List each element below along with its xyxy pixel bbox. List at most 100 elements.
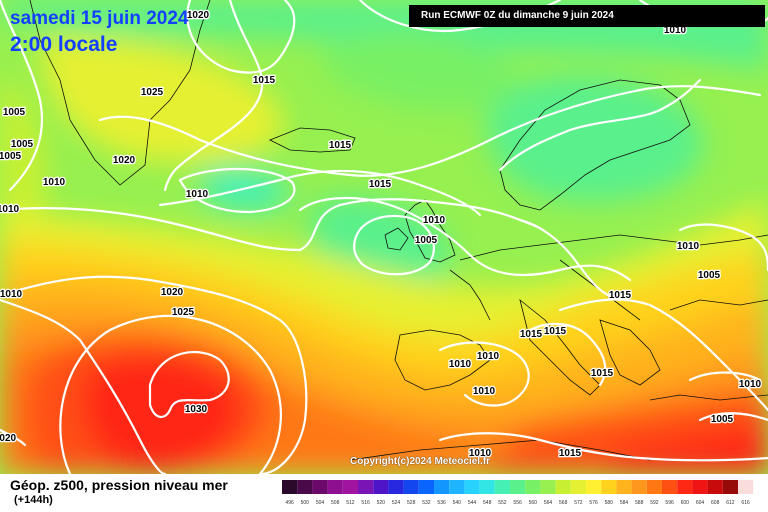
legend-title: Géop. z500, pression niveau mer [10,477,228,493]
scale-label: 580 [605,500,614,506]
isobar-label: 1010 [0,289,23,300]
scale-label: 508 [331,500,340,506]
scale-label: 520 [377,500,386,506]
isobar-label: 1010 [43,177,66,188]
isobar-labels: 1020101010151025100510051005101510201010… [0,9,763,461]
color-scale: 496 500 504 508 512 516 520 524 528 532 536 540 544 5… [282,480,754,506]
isobar-label: 1020 [0,433,17,444]
isobar-label: 1015 [591,368,614,379]
scale-swatch [282,480,298,494]
scale-label: 540 [453,500,462,506]
scale-swatch [342,480,358,494]
forecast-date: samedi 15 juin 2024 [10,8,189,29]
scale-swatch [540,480,556,494]
scale-label: 544 [468,500,477,506]
scale-swatch [358,480,374,494]
scale-swatch [722,480,738,494]
scale-swatch [570,480,586,494]
scale-label: 556 [513,500,522,506]
scale-swatch [464,480,480,494]
isobar-label: 1010 [469,448,492,459]
scale-label: 536 [437,500,446,506]
scale-swatch [662,480,678,494]
isobar-label: 1015 [329,140,352,151]
scale-label: 560 [529,500,538,506]
scale-label: 524 [392,500,401,506]
isobar-label: 1010 [677,241,700,252]
scale-label: 532 [422,500,431,506]
scale-swatch [388,480,404,494]
scale-swatch [297,480,313,494]
scale-swatch [555,480,571,494]
scale-label: 528 [407,500,416,506]
isobar-label: 1015 [544,326,567,337]
isobar-label: 1005 [698,270,721,281]
scale-swatch [373,480,389,494]
scale-swatch [677,480,693,494]
isobar-label: 1005 [3,107,26,118]
scale-swatch [586,480,602,494]
scale-label: 572 [574,500,583,506]
isobar-label: 1010 [473,386,496,397]
isobar-label: 1005 [0,151,22,162]
isobar-label: 1020 [187,10,210,21]
scale-label: 516 [361,500,370,506]
scale-label: 592 [650,500,659,506]
scale-label: 600 [681,500,690,506]
scale-swatch [631,480,647,494]
scale-swatch [646,480,662,494]
isobar-label: 1005 [11,139,34,150]
isobar-label: 1015 [253,75,276,86]
scale-label: 608 [711,500,720,506]
isobar-label: 1015 [559,448,582,459]
isobar-label: 1030 [185,404,208,415]
scale-label: 564 [544,500,553,506]
isobar-label: 1010 [449,359,472,370]
run-info-banner: Run ECMWF 0Z du dimanche 9 juin 2024 [409,5,765,27]
copyright-notice: Copyright(c)2024 Meteociel.fr [350,456,491,467]
isobar-label: 1005 [415,235,438,246]
scale-swatch [510,480,526,494]
scale-label: 604 [696,500,705,506]
isobar-label: 1025 [172,307,195,318]
scale-swatch [616,480,632,494]
forecast-time: 2:00 locale [10,33,118,56]
isobar-label: 1010 [0,204,20,215]
scale-label: 552 [498,500,507,506]
scale-label: 616 [741,500,750,506]
scale-label: 584 [620,500,629,506]
isobar-label: 1010 [186,189,209,200]
scale-label: 612 [726,500,735,506]
scale-label: 504 [316,500,325,506]
isobar-label: 1015 [609,290,632,301]
scale-label: 500 [301,500,310,506]
isobar-label: 1010 [664,25,687,36]
scale-label: 596 [665,500,674,506]
isobar-label: 1010 [477,351,500,362]
weather-map: 1020101010151025100510051005101510201010… [0,0,768,474]
scale-swatch [327,480,343,494]
isobar-label: 1010 [423,215,446,226]
isobar-label: 1020 [113,155,136,166]
isobar-label: 1010 [739,379,762,390]
isobar-label: 1025 [141,87,164,98]
geopotential-field [0,0,768,474]
scale-label: 568 [559,500,568,506]
scale-label: 576 [589,500,598,506]
scale-swatch [449,480,465,494]
scale-swatch [418,480,434,494]
scale-swatch [312,480,328,494]
scale-swatch [434,480,450,494]
scale-label: 512 [346,500,355,506]
scale-label: 548 [483,500,492,506]
scale-swatch [601,480,617,494]
scale-swatch [403,480,419,494]
isobar-label: 1015 [520,329,543,340]
scale-swatch [494,480,510,494]
scale-swatch [738,480,754,494]
scale-swatch [525,480,541,494]
scale-swatch [707,480,723,494]
scale-swatch [479,480,495,494]
isobar-label: 1020 [161,287,184,298]
